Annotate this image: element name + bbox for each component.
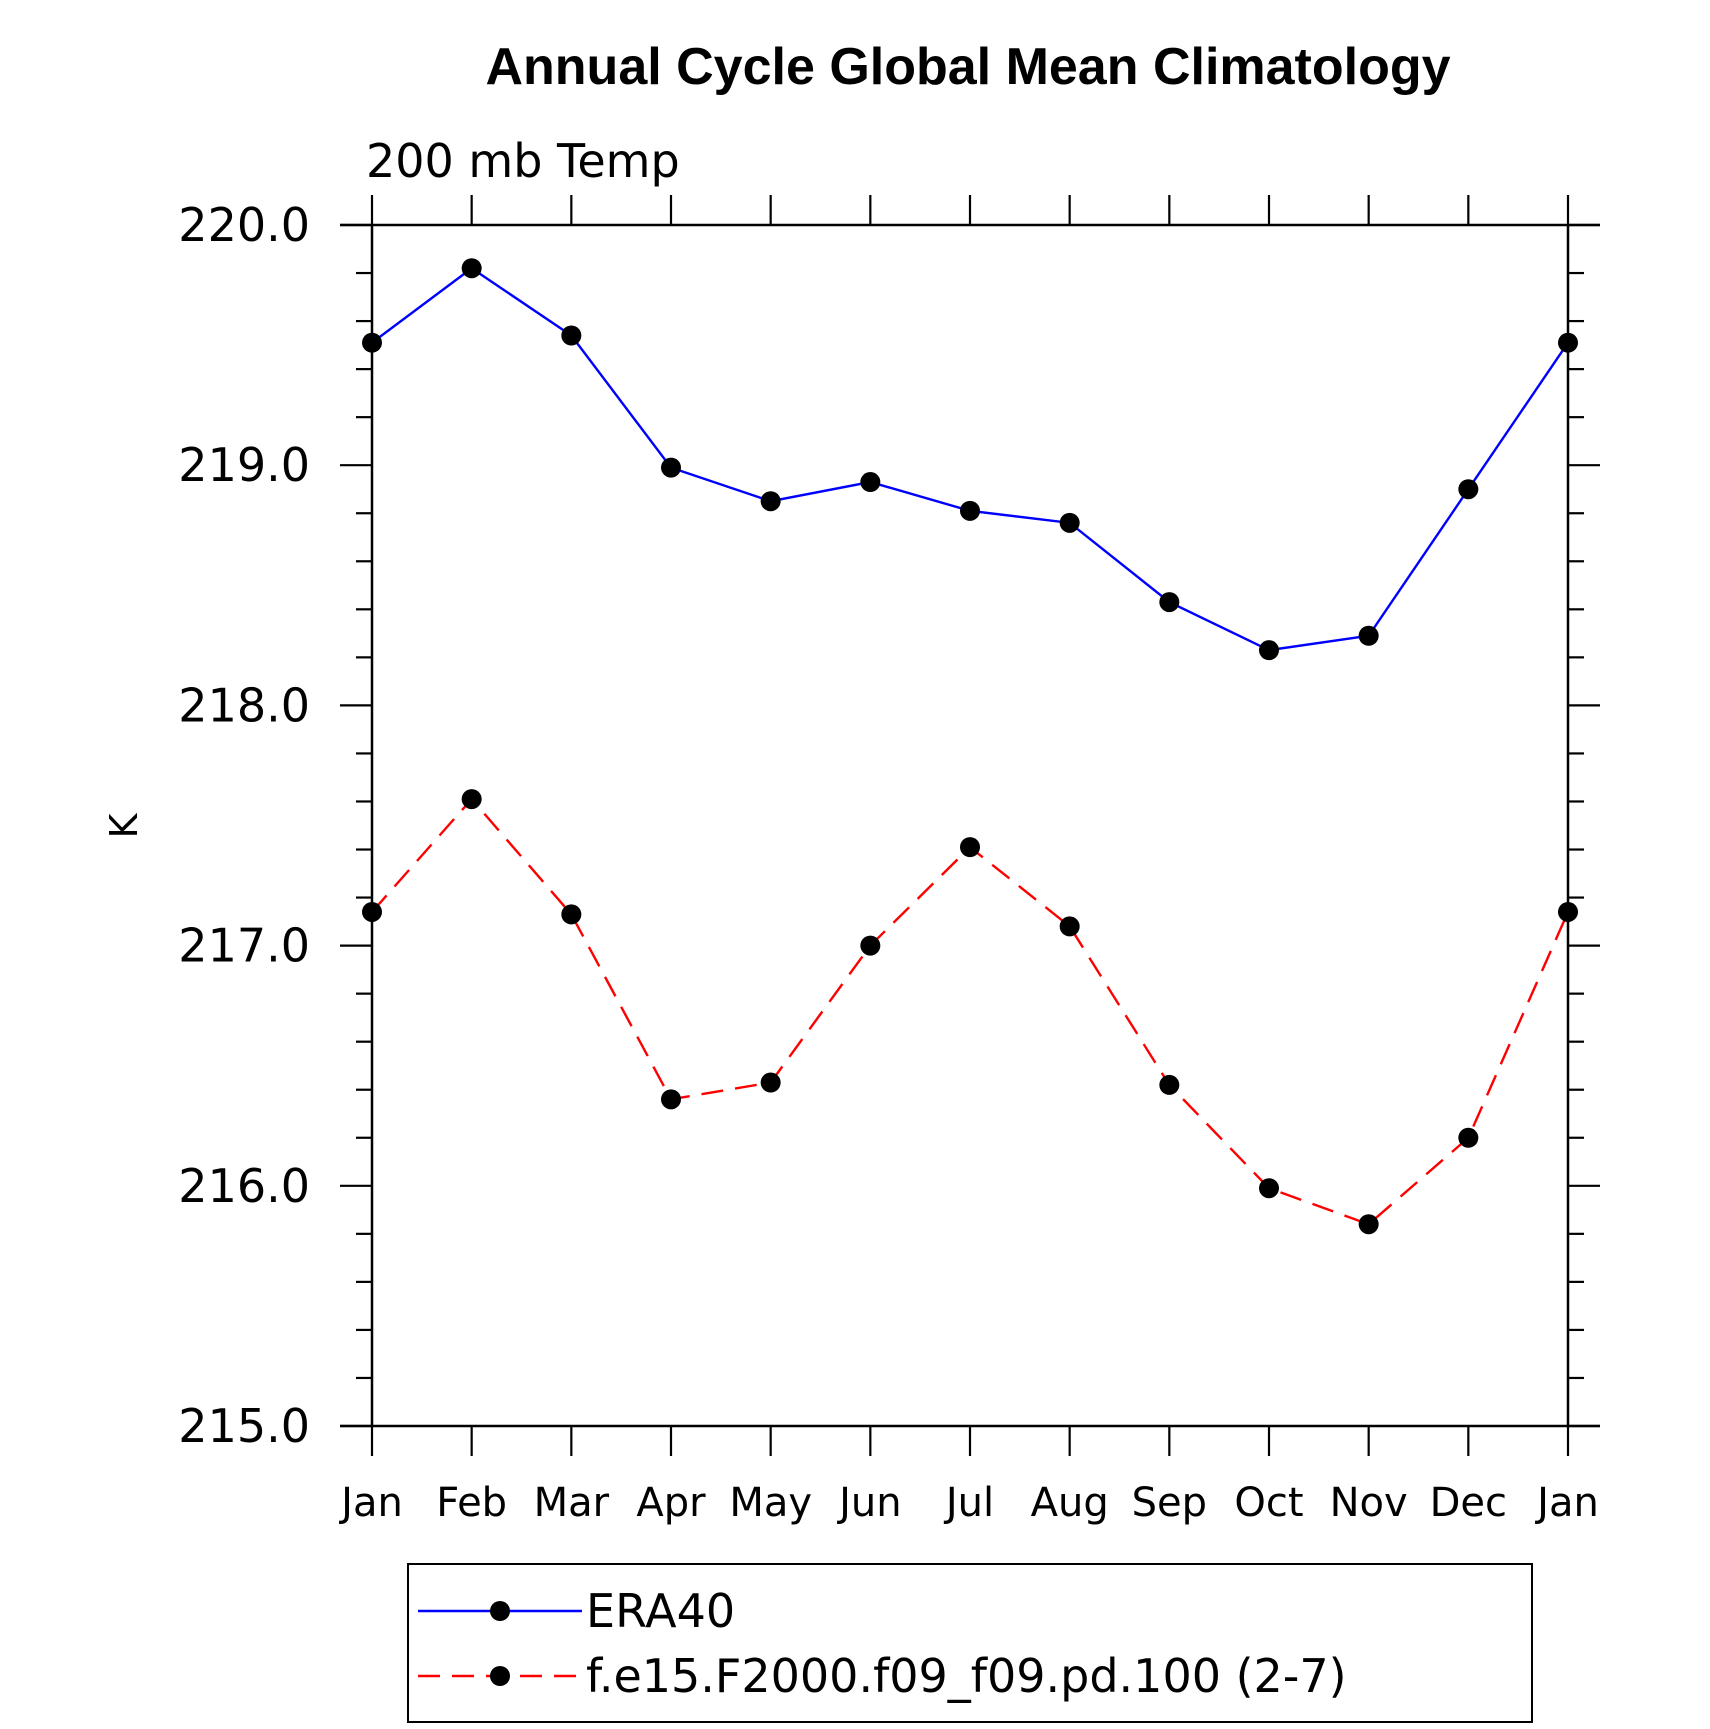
data-point [960,837,980,858]
legend-box [407,1563,1533,1723]
chart-subtitle: 200 mb Temp [366,134,680,188]
data-point [760,491,781,512]
data-point [1558,901,1578,922]
x-tick-label: Jul [943,1480,994,1526]
y-tick-label: 219.0 [178,438,310,492]
data-point [1259,640,1279,661]
data-point [461,789,482,810]
legend-marker [490,1601,510,1621]
data-point [1558,332,1578,353]
x-tick-label: Nov [1330,1480,1408,1526]
data-point [1358,1214,1379,1235]
data-point [1059,916,1080,937]
series-2 [362,789,1578,1235]
y-axis-label: K [102,812,146,838]
series-layer [362,258,1578,1235]
data-point [1358,625,1379,646]
x-tick-label: Oct [1234,1480,1303,1526]
data-point [860,935,881,956]
y-tick-label: 216.0 [178,1159,310,1213]
data-point [1458,1127,1479,1148]
x-tick-label: Dec [1430,1480,1507,1526]
x-tick-label: Feb [436,1480,507,1526]
legend-label: ERA40 [586,1584,735,1638]
x-tick-label: Jan [1534,1480,1599,1526]
data-point [561,904,582,925]
data-point [561,325,582,346]
data-point [960,500,980,521]
data-point [661,1089,681,1110]
series-1 [362,258,1578,661]
data-point [1458,479,1479,500]
x-tick-label: Jun [836,1480,902,1526]
data-point [661,457,681,478]
data-point [362,332,382,353]
data-point [1259,1178,1279,1199]
data-point [860,472,881,493]
legend-marker [490,1666,510,1686]
y-tick-label: 217.0 [178,919,310,973]
x-tick-label: May [729,1480,812,1526]
legend-item: f.e15.F2000.f09_f09.pd.100 (2-7) [418,1649,1347,1703]
legend-label: f.e15.F2000.f09_f09.pd.100 (2-7) [586,1649,1347,1703]
x-tick-label: Mar [534,1480,610,1526]
y-tick-label: 215.0 [178,1399,310,1453]
legend: ERA40 f.e15.F2000.f09_f09.pd.100 (2-7) [407,1563,1533,1723]
data-point [1159,1074,1180,1095]
x-tick-label: Aug [1031,1480,1109,1526]
x-tick-label: Sep [1132,1480,1207,1526]
data-point [1159,592,1180,613]
data-point [1059,512,1080,533]
data-point [362,901,382,922]
x-tick-label: Jan [338,1480,403,1526]
data-point [461,258,482,279]
legend-item: ERA40 [418,1584,735,1638]
y-tick-label: 218.0 [178,678,310,732]
y-tick-label: 220.0 [178,198,310,252]
data-point [760,1072,781,1093]
plot-axes: 215.0 216.0 217.0 218.0 219.0 220.0 Jan Feb Mar A… [178,195,1600,1526]
x-tick-label: Apr [636,1480,706,1526]
chart-title: Annual Cycle Global Mean Climatology [485,38,1450,96]
